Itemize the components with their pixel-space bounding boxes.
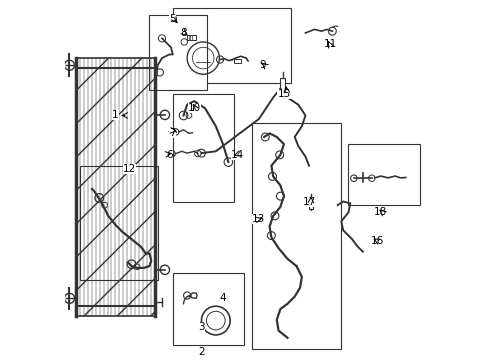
Bar bbox=[172, 94, 233, 202]
Text: 6: 6 bbox=[165, 150, 172, 160]
Bar bbox=[187, 35, 196, 40]
Text: 10: 10 bbox=[187, 103, 201, 113]
Bar bbox=[172, 8, 290, 83]
Bar bbox=[80, 166, 158, 280]
Bar bbox=[308, 198, 313, 209]
Text: 18: 18 bbox=[373, 207, 386, 217]
Text: 5: 5 bbox=[169, 14, 176, 24]
Text: 8: 8 bbox=[180, 28, 186, 38]
Text: 13: 13 bbox=[252, 215, 265, 224]
Text: 12: 12 bbox=[123, 164, 136, 174]
Text: 4: 4 bbox=[219, 293, 226, 303]
Text: 3: 3 bbox=[198, 322, 204, 332]
Text: 2: 2 bbox=[198, 347, 204, 357]
Bar bbox=[251, 123, 341, 348]
Text: 9: 9 bbox=[259, 60, 265, 70]
Text: 14: 14 bbox=[230, 150, 244, 160]
Bar bbox=[280, 78, 284, 89]
Bar bbox=[76, 58, 155, 316]
Text: 15: 15 bbox=[277, 89, 290, 99]
Text: 16: 16 bbox=[370, 236, 383, 246]
Text: 7: 7 bbox=[169, 129, 176, 138]
Text: 17: 17 bbox=[302, 197, 315, 207]
Bar bbox=[348, 144, 419, 205]
Bar bbox=[233, 59, 241, 63]
Text: 1: 1 bbox=[112, 111, 119, 121]
Bar bbox=[172, 273, 244, 345]
Bar bbox=[149, 15, 206, 90]
Text: 11: 11 bbox=[323, 39, 337, 49]
